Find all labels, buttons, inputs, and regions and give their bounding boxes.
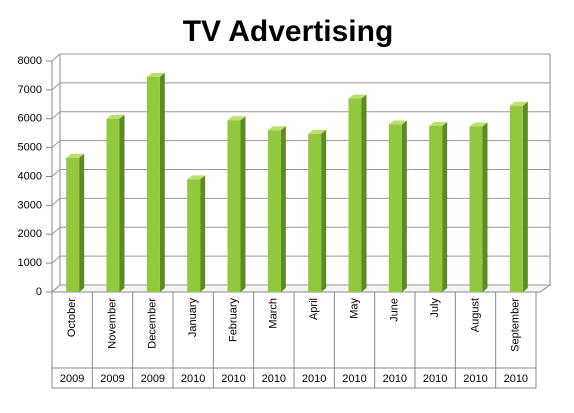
x-group-label: 2010	[463, 373, 487, 385]
bar	[227, 120, 241, 292]
x-group-label: 2010	[383, 373, 407, 385]
grid-line	[51, 53, 550, 62]
x-tick-label: November	[106, 298, 118, 349]
x-group-label: 2009	[60, 373, 84, 385]
x-group-label: 2010	[302, 373, 326, 385]
bar	[308, 133, 322, 292]
bar-top	[469, 122, 488, 127]
grid-line	[51, 169, 550, 177]
bar-side	[442, 121, 448, 292]
bar	[429, 125, 443, 292]
y-tick-label: 2000	[18, 228, 42, 240]
y-tick-label: 4000	[18, 170, 42, 182]
bar	[146, 76, 160, 292]
x-tick-label: February	[227, 298, 239, 343]
grid-line	[51, 111, 550, 120]
y-tick-label: 7000	[18, 84, 42, 96]
x-group-label: 2010	[423, 373, 447, 385]
x-tick-label: December	[147, 298, 159, 349]
grid-line	[51, 140, 550, 149]
x-group-label: 2010	[342, 373, 366, 385]
grid-line	[51, 226, 550, 235]
x-group-label: 2010	[181, 373, 205, 385]
x-tick-label: April	[308, 298, 320, 320]
bar-side	[401, 120, 407, 293]
x-group-label: 2009	[141, 373, 165, 385]
grid-line	[51, 82, 550, 91]
grid-line	[51, 284, 550, 293]
x-tick-label: October	[66, 298, 78, 337]
bar-top	[348, 94, 367, 99]
bar	[187, 179, 201, 292]
bar-side	[522, 101, 528, 292]
x-tick-label: August	[469, 298, 481, 332]
grid-line	[51, 255, 550, 264]
y-tick-label: 6000	[18, 113, 42, 125]
bar	[106, 118, 120, 292]
bar-side	[240, 116, 246, 292]
y-tick-label: 5000	[18, 142, 42, 154]
x-tick-label: September	[510, 298, 522, 352]
x-group-label: 2010	[504, 373, 528, 385]
bar	[348, 98, 362, 292]
bar-top	[267, 126, 286, 131]
bar-side	[159, 72, 165, 292]
bar-top	[146, 72, 165, 77]
bar-top	[308, 129, 327, 134]
bar-side	[119, 114, 125, 292]
x-tick-label: June	[389, 298, 401, 322]
bar	[509, 105, 523, 292]
y-tick-label: 0	[36, 286, 42, 298]
y-tick-label: 1000	[18, 257, 42, 269]
chart-title: TV Advertising	[183, 15, 394, 48]
bar-top	[509, 101, 528, 106]
bar-top	[227, 116, 246, 121]
x-group-label: 2010	[221, 373, 245, 385]
bar	[66, 157, 80, 292]
grid-line	[51, 197, 550, 206]
x-tick-label: May	[348, 298, 360, 319]
bar-top	[66, 153, 85, 158]
bar-top	[187, 175, 206, 180]
bar	[469, 126, 483, 292]
bar-side	[361, 94, 367, 292]
y-tick-label: 8000	[18, 55, 42, 67]
bar-side	[79, 153, 85, 292]
bar-top	[106, 114, 125, 119]
bar	[388, 124, 402, 293]
y-tick-label: 3000	[18, 199, 42, 211]
bar-side	[321, 129, 327, 292]
x-group-label: 2009	[100, 373, 124, 385]
bar-top	[429, 121, 448, 126]
bar	[267, 130, 281, 292]
bar-side	[482, 122, 488, 292]
bar-top	[388, 120, 407, 125]
x-tick-label: July	[429, 298, 441, 318]
bar-side	[280, 126, 286, 292]
bar-side	[200, 175, 206, 292]
x-group-label: 2010	[262, 373, 286, 385]
x-tick-label: January	[187, 298, 199, 338]
x-tick-label: March	[268, 298, 280, 329]
